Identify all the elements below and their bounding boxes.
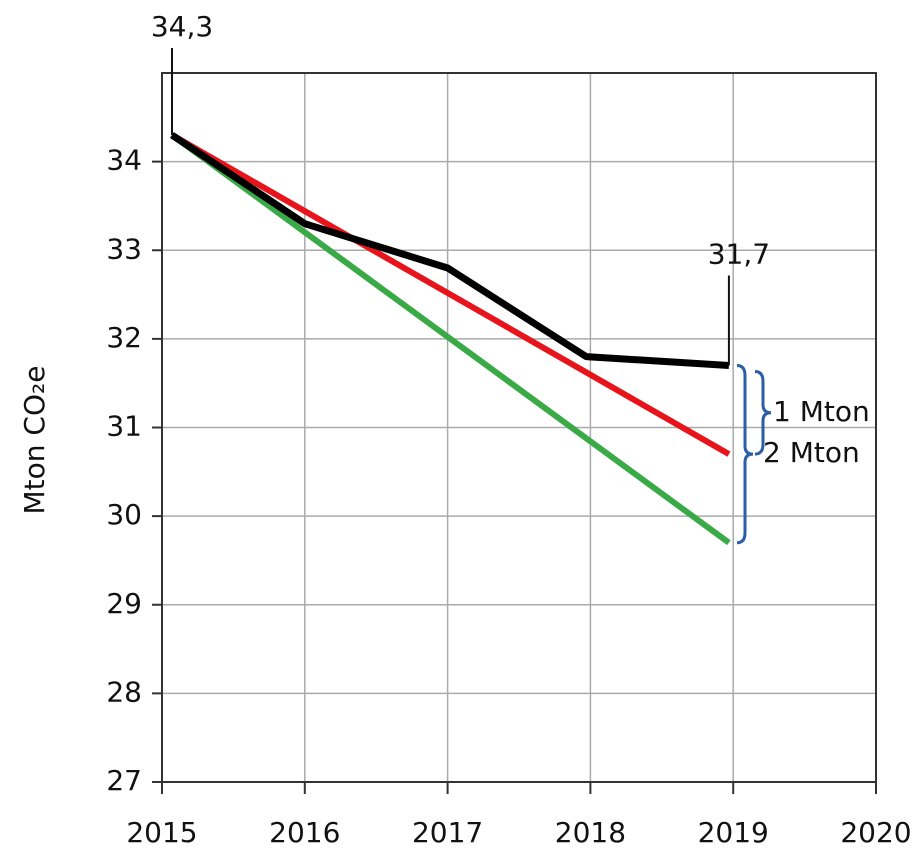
- y-tick-label: 34: [106, 144, 142, 177]
- y-axis-label: Mton CO₂e: [18, 366, 51, 515]
- y-tick-label: 29: [106, 587, 142, 620]
- x-tick-label: 2018: [555, 816, 626, 849]
- x-tick-label: 2020: [840, 816, 911, 849]
- line: [170, 132, 731, 457]
- brace: [754, 369, 772, 456]
- y-tick-label: 33: [106, 232, 142, 265]
- y-tick-label: 32: [106, 321, 142, 354]
- annotation: 2 Mton: [763, 436, 860, 469]
- y-tick-label: 30: [106, 498, 142, 531]
- y-tick-label: 31: [106, 410, 142, 443]
- x-tick-label: 2019: [698, 816, 769, 849]
- line: [170, 132, 730, 369]
- x-tick-label: 2015: [126, 816, 197, 849]
- y-tick-label: 27: [106, 764, 142, 797]
- line: [170, 132, 731, 546]
- value-label: 31,7: [708, 237, 770, 270]
- y-tick-label: 28: [106, 675, 142, 708]
- plot-frame: [161, 72, 877, 783]
- x-tick-label: 2017: [412, 816, 483, 849]
- brace: [736, 363, 754, 545]
- annotation: 1 Mton: [773, 395, 870, 428]
- value-label: 34,3: [151, 10, 213, 43]
- x-tick-label: 2016: [269, 816, 340, 849]
